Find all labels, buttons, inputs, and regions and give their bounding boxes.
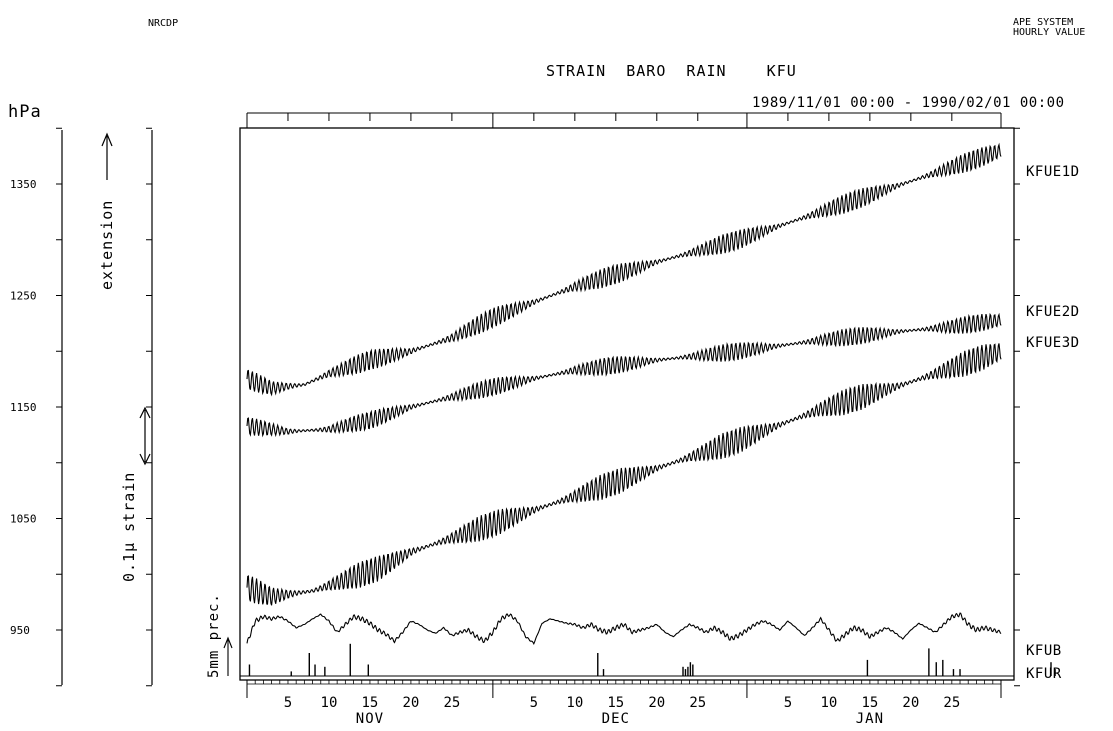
axes-layer <box>56 112 1020 698</box>
system-name: APE SYSTEM <box>1013 17 1074 28</box>
x-tick-label: 25 <box>443 695 460 711</box>
series-layer <box>240 142 1056 677</box>
x-tick-label: 20 <box>902 695 919 711</box>
pressure-tick-label: 1250 <box>10 290 37 303</box>
x-tick-label: 15 <box>607 695 624 711</box>
system-resolution: HOURLY VALUE <box>1013 27 1086 38</box>
month-label: NOV <box>356 711 384 727</box>
precip-scale-arrow-icon <box>223 636 233 676</box>
x-tick-label: 10 <box>321 695 338 711</box>
chart-title: STRAIN BARO RAIN KFU <box>546 62 797 80</box>
series-label-kfue1d: KFUE1D <box>1026 164 1080 180</box>
series-line-kfue1d <box>246 142 1002 397</box>
precip-scale-label: 5mm prec. <box>206 593 222 678</box>
series-line-kfue3d <box>246 343 1002 606</box>
x-tick-label: 15 <box>362 695 379 711</box>
x-tick-label: 5 <box>284 695 292 711</box>
x-tick-label: 20 <box>402 695 419 711</box>
strain-direction-label: extension <box>98 200 116 290</box>
labels-layer: 950 1050 1150 1250 1350 5 10 15 20 25 5 10 15 20 25 5 10… <box>10 164 1080 727</box>
station-code: NRCDP <box>148 18 179 29</box>
series-label-kfur: KFUR <box>1026 666 1062 682</box>
x-tick-label: 5 <box>530 695 538 711</box>
pressure-tick-label: 1050 <box>10 513 37 526</box>
x-tick-label: 25 <box>943 695 960 711</box>
x-tick-label: 5 <box>784 695 792 711</box>
series-label-kfue3d: KFUE3D <box>1026 335 1080 351</box>
pressure-unit-label: hPa <box>8 102 42 122</box>
pressure-tick-label: 1150 <box>10 401 37 414</box>
x-tick-label: 10 <box>566 695 583 711</box>
series-label-kfub: KFUB <box>1026 643 1062 659</box>
x-tick-label: 15 <box>861 695 878 711</box>
time-range: 1989/11/01 00:00 - 1990/02/01 00:00 <box>752 95 1065 111</box>
pressure-tick-label: 1350 <box>10 178 37 191</box>
x-tick-label: 25 <box>689 695 706 711</box>
month-label: DEC <box>602 711 630 727</box>
x-tick-label: 10 <box>820 695 837 711</box>
plot-frame <box>239 127 1015 681</box>
x-tick-label: 20 <box>648 695 665 711</box>
extension-arrow-icon <box>101 132 113 180</box>
series-line-kfub <box>246 612 1002 646</box>
series-line-kfue2d <box>246 312 1002 438</box>
strain-scale-bar-icon <box>139 406 151 466</box>
strain-scale-label: 0.1µ strain <box>120 472 138 582</box>
month-label: JAN <box>856 711 884 727</box>
pressure-tick-label: 950 <box>10 624 30 637</box>
series-label-kfue2d: KFUE2D <box>1026 304 1080 320</box>
